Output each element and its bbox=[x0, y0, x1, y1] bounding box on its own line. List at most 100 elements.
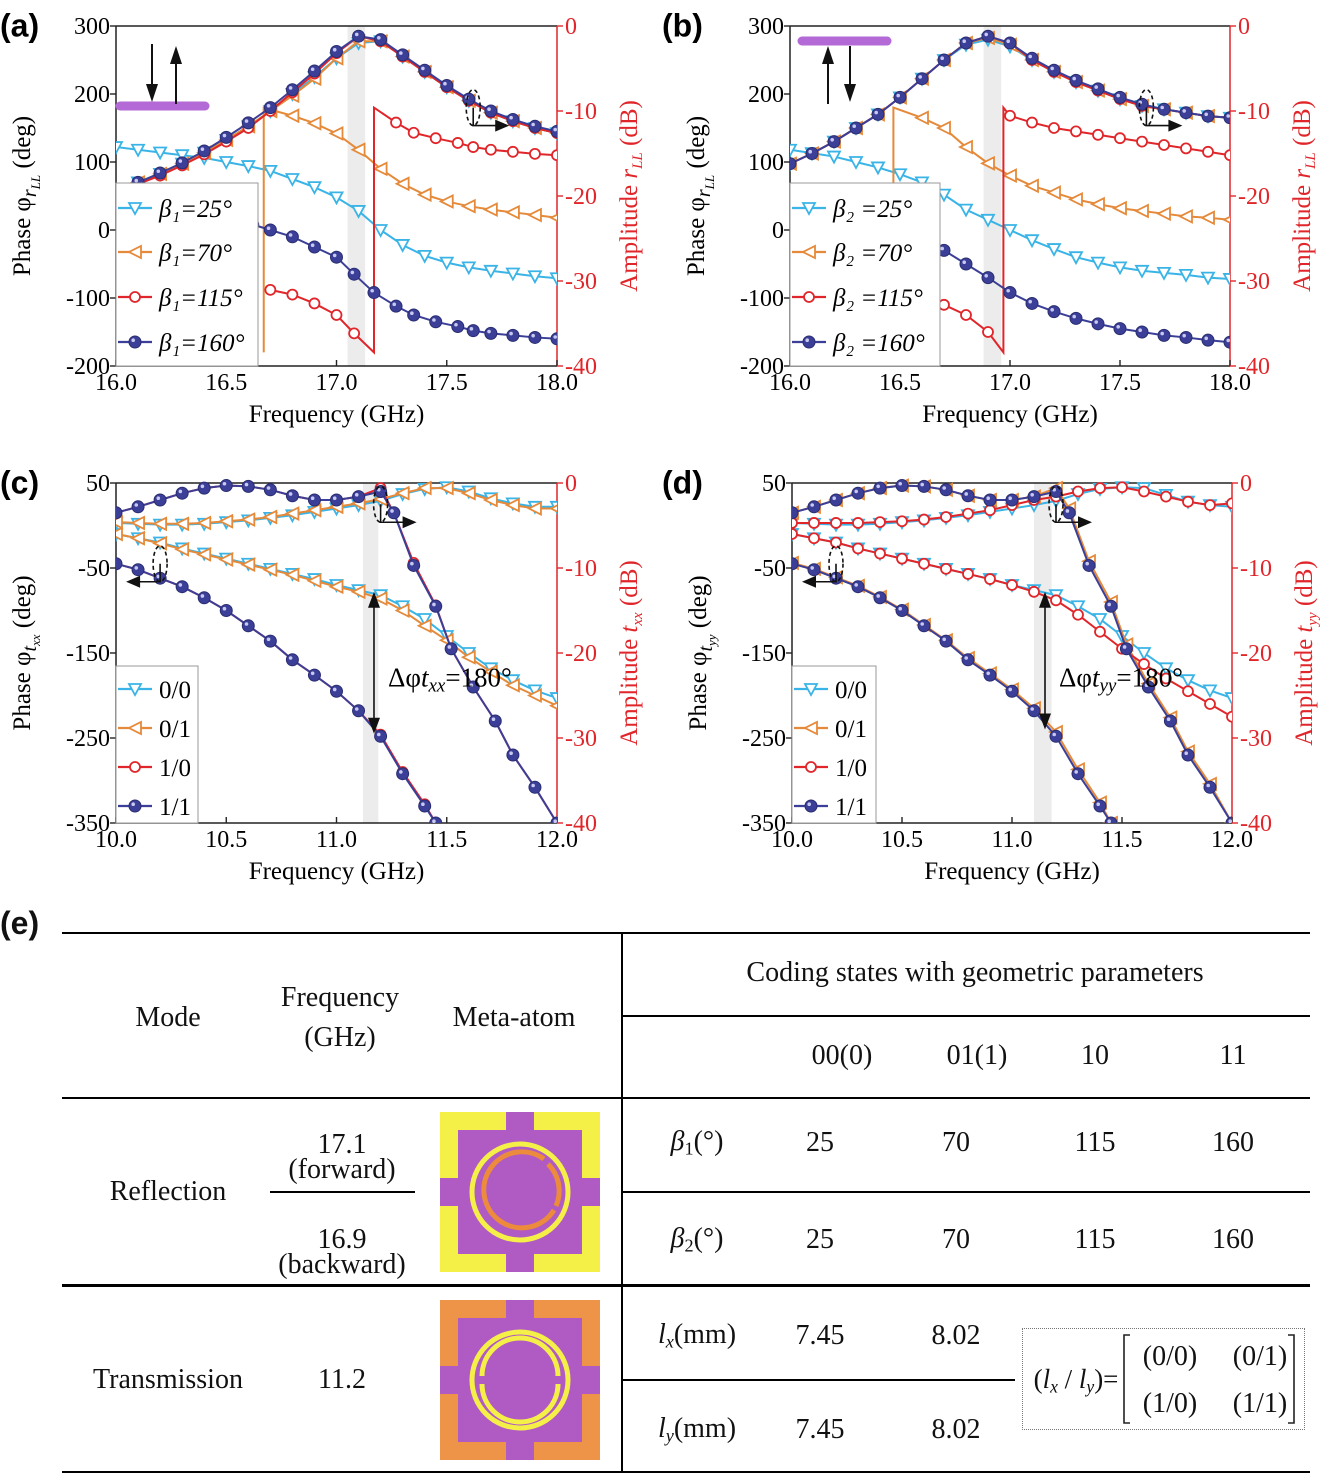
series-2-amplitude-point bbox=[808, 517, 820, 529]
series-3-phase-point-highlight bbox=[332, 253, 337, 258]
x-tick-label: 18.0 bbox=[1209, 370, 1251, 396]
series-3-amplitude-point bbox=[153, 166, 167, 180]
series-1-phase-point bbox=[372, 161, 388, 177]
series-0-phase-point bbox=[1112, 261, 1128, 276]
series-3-phase-point bbox=[895, 604, 909, 617]
series-1-amplitude-point bbox=[394, 485, 410, 501]
arrow-up-icon bbox=[170, 46, 182, 64]
matrix-cell: (1/1) bbox=[1232, 1388, 1288, 1419]
series-3-amplitude-point-highlight bbox=[531, 783, 535, 788]
beta2-value: 25 bbox=[806, 1224, 834, 1255]
series-3-amplitude-point bbox=[307, 493, 321, 507]
y-tick-label: 100 bbox=[74, 150, 110, 176]
series-1-amplitude-point bbox=[284, 506, 300, 522]
series-3-phase-point bbox=[396, 767, 410, 781]
y2-tick-label: -20 bbox=[1238, 184, 1270, 210]
series-0-phase-point bbox=[1070, 600, 1086, 615]
y-axis-label-subsub: LL bbox=[28, 175, 43, 190]
matrix-lhs: (lx / ly)= bbox=[1033, 1364, 1119, 1397]
series-3-phase-line bbox=[792, 562, 1112, 823]
series-3-amplitude-point bbox=[1049, 485, 1063, 498]
series-3-amplitude-point bbox=[528, 119, 542, 133]
series-3-phase-point-highlight bbox=[531, 333, 535, 338]
series-3-phase-point-highlight bbox=[310, 243, 315, 247]
series-2-amplitude-point bbox=[1094, 482, 1106, 495]
series-0-phase-point bbox=[1178, 268, 1194, 283]
legend-marker bbox=[129, 291, 141, 303]
forward-frequency: 17.1 bbox=[317, 1129, 367, 1160]
series-2-phase-point bbox=[962, 568, 974, 580]
series-3-phase-point-highlight bbox=[984, 274, 988, 278]
param-beta2: β2(°) bbox=[670, 1223, 724, 1256]
series-0-phase-point bbox=[152, 146, 168, 161]
series-3-amplitude-point bbox=[829, 493, 843, 507]
series-1-amplitude-point bbox=[240, 512, 256, 528]
y2-tick-label: -40 bbox=[565, 354, 597, 380]
series-3-phase-point bbox=[347, 267, 361, 281]
y-axis-label-sub: t bbox=[19, 646, 41, 652]
delta-phase-label: Δφtxx=180° bbox=[388, 663, 512, 697]
lx-value: 7.45 bbox=[795, 1320, 845, 1351]
legend-box bbox=[791, 665, 877, 824]
series-3-amplitude-point bbox=[1003, 36, 1017, 50]
series-3-amplitude-point-highlight bbox=[310, 67, 315, 72]
x-tick-label: 10.5 bbox=[205, 827, 247, 853]
y2-axis-label: Amplitude rLL (dB) bbox=[616, 100, 646, 292]
series-3-amplitude-point bbox=[330, 493, 343, 507]
series-1-phase-point bbox=[196, 546, 212, 562]
backward-label: (backward) bbox=[278, 1249, 406, 1280]
param-ly: ly(mm) bbox=[657, 1413, 737, 1446]
param-beta1: β1(°) bbox=[670, 1126, 724, 1159]
x-tick-label: 17.5 bbox=[1099, 370, 1141, 396]
series-3-amplitude-point-highlight bbox=[898, 481, 902, 486]
series-0-phase-point bbox=[116, 141, 124, 155]
series-3-amplitude-point-highlight bbox=[1107, 602, 1111, 607]
y2-tick-label: -40 bbox=[1238, 354, 1270, 380]
axis-arrow-right-line bbox=[472, 107, 498, 127]
arrow-right-icon bbox=[402, 516, 417, 529]
series-1-amplitude-point bbox=[416, 480, 432, 496]
series-2-amplitude-point bbox=[852, 517, 864, 529]
series-3-phase-point-highlight bbox=[178, 583, 183, 587]
y-tick-label: 200 bbox=[74, 82, 110, 108]
arrow-right-icon bbox=[495, 119, 510, 132]
series-0-phase-point bbox=[527, 270, 543, 285]
series-1-phase-point bbox=[482, 202, 498, 218]
legend-marker bbox=[129, 761, 141, 773]
series-3-phase-point-highlight bbox=[964, 656, 968, 660]
delta-phase-main: Δφ bbox=[1059, 663, 1092, 693]
series-3-amplitude-point bbox=[917, 479, 931, 493]
mode-transmission: Transmission bbox=[93, 1364, 243, 1395]
delta-phase-main: Δφ bbox=[388, 663, 421, 693]
series-1-phase-point bbox=[482, 664, 498, 680]
series-1-phase-point bbox=[1133, 203, 1149, 219]
series-0-phase-point bbox=[1134, 264, 1150, 279]
chart-panel-b: (b)16.0 16.5 17.0 17.5 18.03002001000-100-20… bbox=[662, 7, 1319, 428]
series-3-amplitude-point-highlight bbox=[354, 493, 359, 497]
series-2-amplitude-point bbox=[940, 511, 952, 523]
series-0-phase-point bbox=[870, 161, 886, 176]
y-tick-label: 0 bbox=[98, 218, 110, 244]
series-3-amplitude-point bbox=[1091, 82, 1105, 96]
y2-tick-label: 0 bbox=[565, 471, 577, 497]
series-1-phase-point bbox=[240, 557, 256, 573]
series-0-phase-point bbox=[240, 160, 256, 174]
series-1-phase-point bbox=[130, 530, 145, 546]
series-3-phase-point bbox=[1157, 328, 1171, 342]
series-3-phase-point bbox=[981, 271, 995, 285]
legend-marker bbox=[805, 761, 817, 773]
series-1-phase-point bbox=[1155, 206, 1171, 222]
series-3-phase-point-highlight bbox=[1072, 314, 1076, 319]
series-2-amplitude-point bbox=[896, 515, 908, 528]
legend-marker-highlight bbox=[131, 802, 135, 806]
arrow-down-icon bbox=[146, 84, 158, 102]
series-3-phase-point-highlight bbox=[1226, 338, 1230, 343]
series-3-phase-point-highlight bbox=[810, 566, 814, 570]
panel-label-e: (e) bbox=[0, 905, 40, 941]
series-3-phase-point-highlight bbox=[266, 637, 271, 642]
series-2-phase-point bbox=[529, 147, 541, 160]
series-3-amplitude-point-highlight bbox=[876, 484, 880, 489]
series-0-phase-point bbox=[958, 203, 974, 218]
series-1-phase-point bbox=[416, 618, 432, 634]
x-tick-label: 12.0 bbox=[1211, 827, 1253, 853]
